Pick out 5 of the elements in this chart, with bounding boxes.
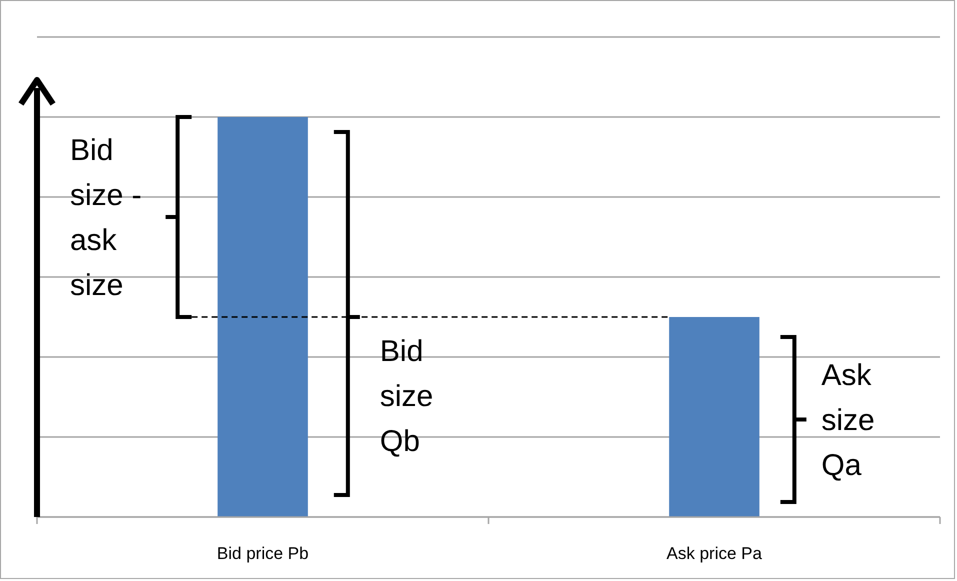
- annotation: Bid size - ask size: [70, 134, 142, 302]
- x-tick-label: Ask price Pa: [666, 544, 762, 563]
- annotation: Ask size Qa: [821, 359, 875, 482]
- x-tick-label: Bid price Pb: [216, 544, 309, 563]
- annotation: Bid size Qb: [380, 335, 434, 458]
